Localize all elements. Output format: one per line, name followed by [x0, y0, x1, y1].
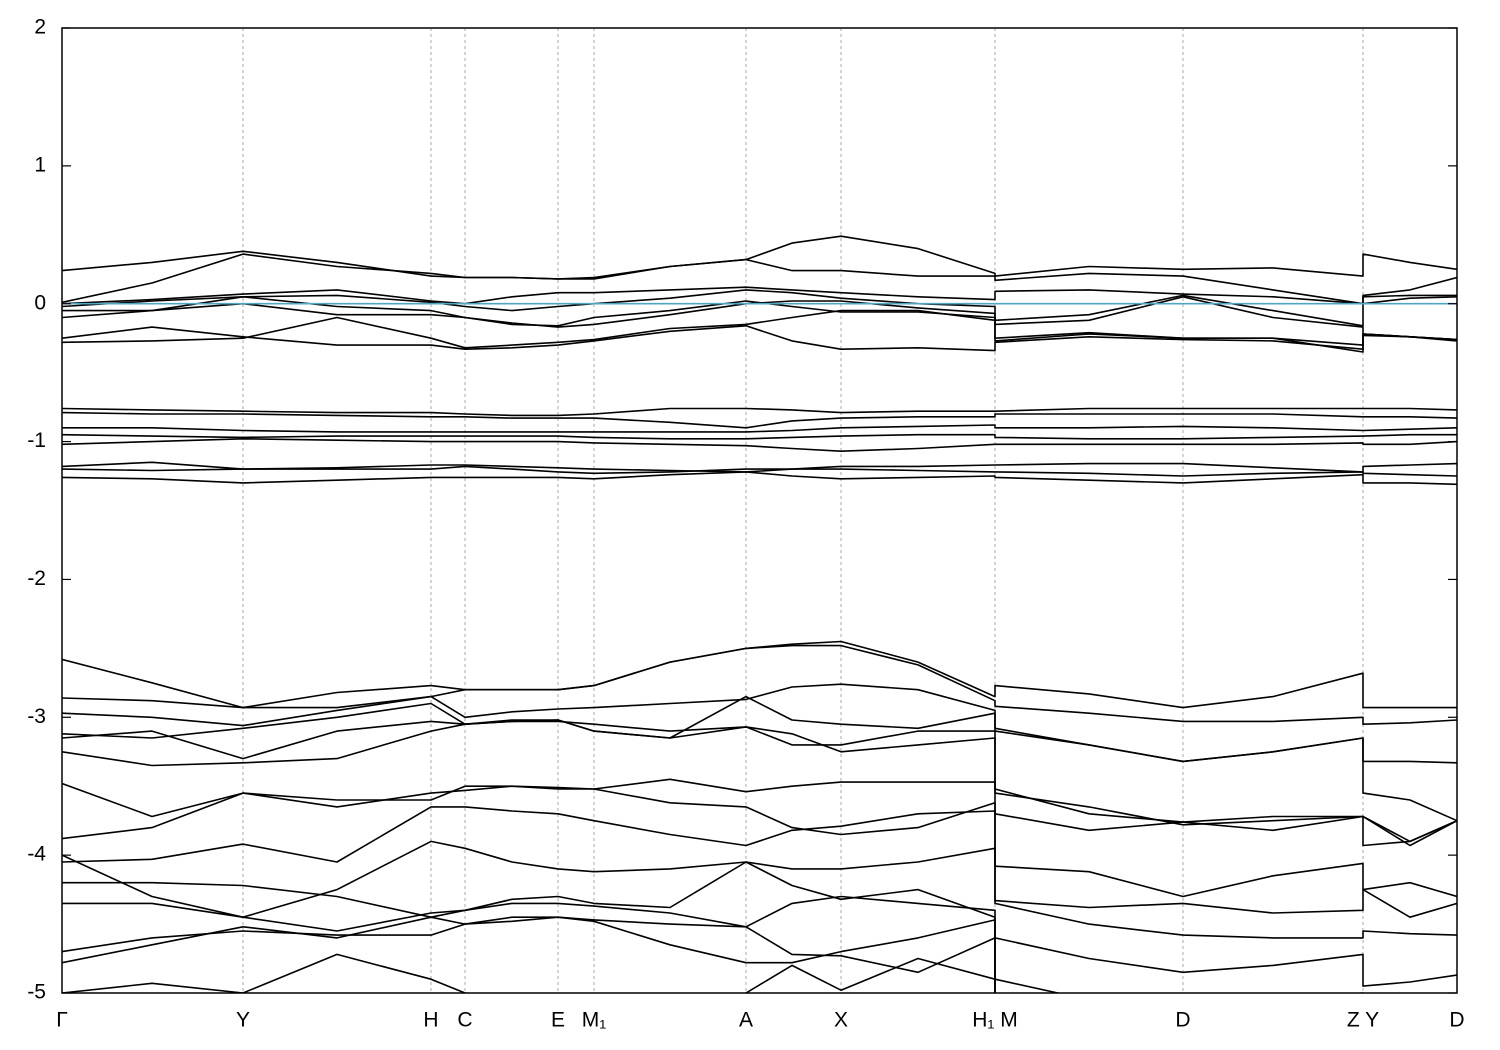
band-line — [62, 778, 1457, 847]
y-tick-label: -4 — [27, 843, 46, 866]
band-line — [62, 916, 996, 993]
band-line — [62, 644, 1457, 725]
band-line — [62, 465, 1457, 477]
band-line — [62, 286, 1457, 305]
band-line — [62, 424, 1457, 433]
band-line — [62, 640, 1457, 709]
x-tick-label: Γ — [56, 1009, 68, 1032]
axes: -5 -4 -3 -2 -1 0 1 2 Γ Y H C E M₁ A X H₁ M D Z Y D — [27, 16, 1464, 1032]
band-line — [62, 253, 1457, 305]
bands — [62, 235, 1457, 993]
x-tick-label: A — [739, 1009, 753, 1032]
x-tick-label: D — [1449, 1009, 1464, 1032]
y-tick-label: 2 — [34, 16, 46, 39]
x-tick-label: Y — [236, 1009, 250, 1032]
y-tick-label: 0 — [34, 291, 46, 314]
band-line — [62, 720, 1457, 822]
band-line — [62, 407, 1457, 417]
x-tick-label: C — [457, 1009, 472, 1032]
band-line — [62, 300, 1457, 353]
x-tick-label: D — [1175, 1009, 1190, 1032]
band-line — [62, 953, 996, 993]
y-tick-label: 1 — [34, 153, 46, 176]
band-line — [62, 433, 1457, 440]
band-line — [62, 785, 1457, 898]
x-tick-label: E — [551, 1009, 565, 1032]
x-tick-label: Z Y — [1347, 1009, 1379, 1032]
band-line — [62, 411, 1457, 429]
y-tick-label: -1 — [27, 429, 46, 452]
band-line — [62, 471, 1457, 486]
grid — [61, 28, 1458, 993]
band-line — [62, 840, 1457, 939]
x-tick-label: H — [423, 1009, 438, 1032]
band-line — [62, 461, 1457, 473]
x-tick-label: X — [834, 1009, 848, 1032]
band-line — [62, 695, 1457, 843]
plot-frame — [61, 27, 1458, 994]
band-line — [62, 861, 1364, 993]
x-tick-label: M₁ — [582, 1009, 607, 1032]
band-line — [62, 309, 1457, 349]
band-line — [62, 916, 996, 993]
band-line — [62, 881, 1457, 987]
band-line — [62, 296, 1457, 341]
y-tick-label: -2 — [27, 567, 46, 590]
y-tick-label: -5 — [27, 981, 46, 1004]
band-line — [62, 438, 1457, 452]
band-line — [62, 289, 1457, 327]
band-line — [62, 325, 1457, 352]
y-tick-label: -3 — [27, 705, 46, 728]
x-tick-label: H₁ M — [972, 1009, 1018, 1032]
band-line — [62, 702, 1457, 847]
band-line — [62, 806, 1457, 918]
